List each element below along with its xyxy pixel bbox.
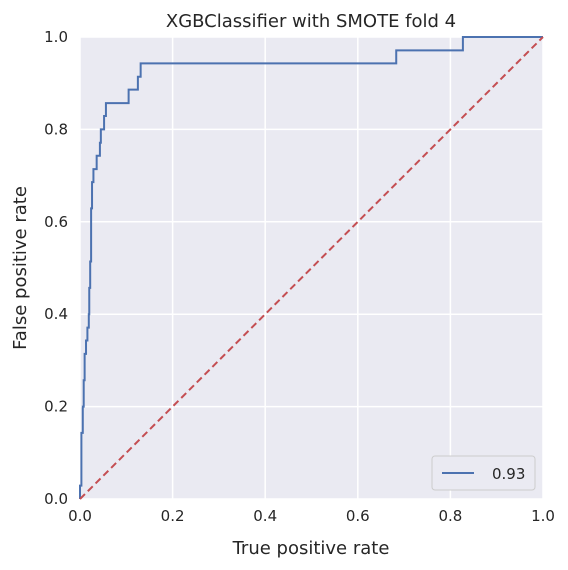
y-axis-label: False positive rate	[10, 186, 31, 350]
diagonal-reference-line	[79, 36, 544, 500]
x-tick-label: 0.2	[161, 507, 185, 525]
x-tick-label: 0.8	[438, 507, 462, 525]
grid-lines	[79, 36, 544, 500]
x-axis-label: True positive rate	[232, 538, 390, 559]
roc-curve-line	[79, 36, 543, 499]
y-tick-label: 0.8	[44, 120, 68, 138]
legend-label: 0.93	[492, 465, 525, 483]
x-tick-label: 0.4	[253, 507, 277, 525]
y-tick-label: 0.2	[44, 398, 68, 416]
legend: 0.93	[431, 455, 536, 491]
series-layer	[79, 36, 544, 500]
x-tick-label: 0.6	[346, 507, 370, 525]
y-tick-label: 0.4	[44, 305, 68, 323]
tick-labels: 0.0 0.2 0.4 0.6 0.8 1.0 0.0 0.2 0.4 0.6 0.8 1.0	[44, 28, 555, 525]
y-tick-label: 0.0	[44, 490, 68, 508]
y-tick-label: 1.0	[44, 28, 68, 46]
x-tick-label: 0.0	[68, 507, 92, 525]
legend-box	[431, 455, 536, 491]
x-tick-label: 1.0	[531, 507, 555, 525]
chart-title: XGBClassifier with SMOTE fold 4	[166, 11, 456, 32]
y-tick-label: 0.6	[44, 213, 68, 231]
